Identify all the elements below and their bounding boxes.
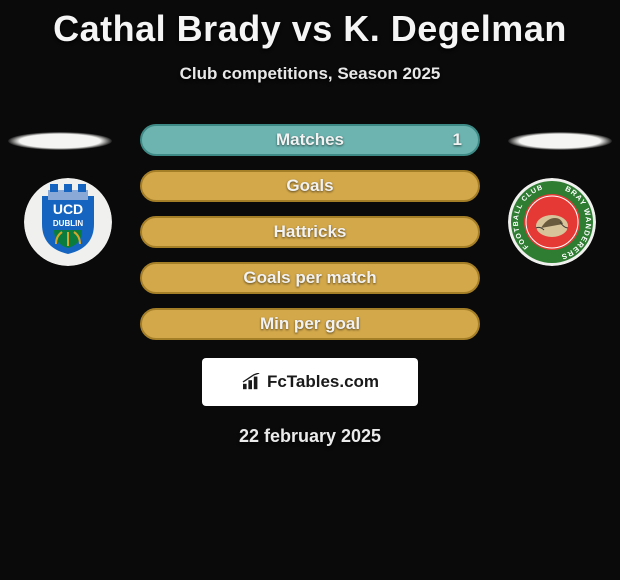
bray-logo-icon: BRAY WANDERERS FOOTBALL CLUB bbox=[508, 178, 596, 266]
player-placeholder-right bbox=[508, 132, 612, 150]
stat-label: Goals per match bbox=[243, 268, 376, 288]
date-text: 22 february 2025 bbox=[0, 426, 620, 447]
stat-row-matches: Matches 1 bbox=[140, 124, 480, 156]
stat-label: Hattricks bbox=[274, 222, 347, 242]
stat-label: Goals bbox=[286, 176, 333, 196]
club-logo-right: BRAY WANDERERS FOOTBALL CLUB bbox=[508, 178, 596, 266]
club-logo-left: UCD DUBLIN bbox=[24, 178, 112, 266]
svg-text:DUBLIN: DUBLIN bbox=[53, 219, 83, 228]
stat-label: Matches bbox=[276, 130, 344, 150]
player-placeholder-left bbox=[8, 132, 112, 150]
stat-row-hattricks: Hattricks bbox=[140, 216, 480, 248]
stat-label: Min per goal bbox=[260, 314, 360, 334]
svg-text:UCD: UCD bbox=[53, 201, 83, 217]
ucd-logo-icon: UCD DUBLIN bbox=[24, 178, 112, 266]
branding-badge: FcTables.com bbox=[202, 358, 418, 406]
branding-text: FcTables.com bbox=[267, 372, 379, 392]
stat-row-min-per-goal: Min per goal bbox=[140, 308, 480, 340]
stats-list: Matches 1 Goals Hattricks Goals per matc… bbox=[140, 124, 480, 340]
stat-row-goals-per-match: Goals per match bbox=[140, 262, 480, 294]
stat-value-right: 1 bbox=[453, 130, 462, 150]
subtitle: Club competitions, Season 2025 bbox=[0, 64, 620, 84]
bar-chart-icon bbox=[241, 373, 263, 391]
stat-row-goals: Goals bbox=[140, 170, 480, 202]
page-title: Cathal Brady vs K. Degelman bbox=[0, 0, 620, 50]
